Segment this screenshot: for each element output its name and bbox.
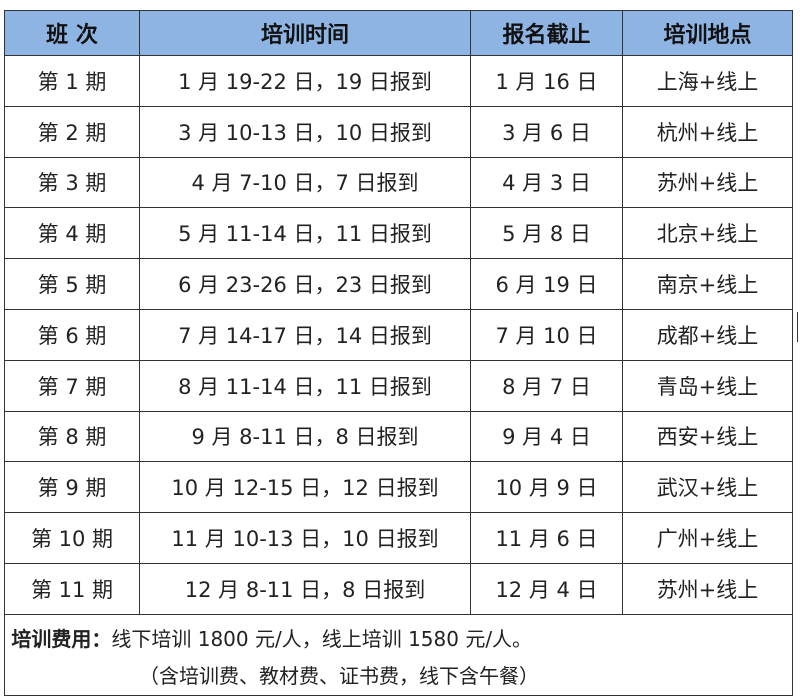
- table-row: 第 11 期 12 月 8-11 日，8 日报到 12 月 4 日苏州+线上: [4, 562, 793, 615]
- location-cell: 青岛+线上: [622, 359, 793, 412]
- class-cell: 第 9 期: [4, 461, 140, 514]
- class-cell: 第 3 期: [4, 156, 140, 209]
- time-cell: 11 月 10-13 日，10 日报到: [139, 512, 471, 564]
- time-cell: 7 月 14-17 日，14 日报到: [139, 308, 471, 361]
- class-cell: 第 7 期: [4, 359, 140, 412]
- location-cell: 广州+线上: [622, 512, 793, 564]
- class-cell: 第 1 期: [4, 55, 140, 107]
- deadline-cell: 5 月 8 日: [470, 207, 623, 260]
- location-cell: 成都+线上: [622, 308, 793, 361]
- class-cell: 第 4 期: [4, 207, 140, 260]
- deadline-cell: 9 月 4 日: [470, 410, 623, 463]
- time-cell: 5 月 11-14 日，11 日报到: [139, 207, 471, 260]
- deadline-cell: 10 月 9 日: [470, 461, 623, 514]
- deadline-cell: 12 月 4 日: [470, 562, 623, 615]
- time-cell: 9 月 8-11 日，8 日报到: [139, 410, 471, 463]
- time-cell: 10 月 12-15 日，12 日报到: [139, 461, 471, 514]
- time-cell: 1 月 19-22 日，19 日报到: [139, 55, 471, 107]
- class-cell: 第 5 期: [4, 258, 140, 310]
- class-cell: 第 6 期: [4, 308, 140, 361]
- location-cell: 杭州+线上: [622, 105, 793, 158]
- fee-text: 线下培训 1800 元/人，线上培训 1580 元/人。: [111, 626, 533, 651]
- deadline-cell: 4 月 3 日: [470, 156, 623, 209]
- header-class: 班 次: [4, 10, 140, 56]
- deadline-cell: 6 月 19 日: [470, 258, 623, 310]
- class-cell: 第 8 期: [4, 410, 140, 463]
- header-deadline: 报名截止: [470, 10, 623, 56]
- location-cell: 武汉+线上: [622, 461, 793, 514]
- table-row: 第 10 期 11 月 10-13 日，10 日报到 11 月 6 日广州+线上: [4, 512, 793, 564]
- time-cell: 12 月 8-11 日，8 日报到: [139, 562, 471, 615]
- location-cell: 苏州+线上: [622, 562, 793, 615]
- time-cell: 6 月 23-26 日，23 日报到: [139, 258, 471, 310]
- deadline-cell: 11 月 6 日: [470, 512, 623, 564]
- time-cell: 8 月 11-14 日，11 日报到: [139, 359, 471, 412]
- header-location: 培训地点: [622, 10, 793, 56]
- table-row: 第 9 期 10 月 12-15 日，12 日报到 10 月 9 日武汉+线上: [4, 461, 793, 514]
- fee-note: （含培训费、教材费、证书费，线下含午餐）: [139, 663, 539, 688]
- class-cell: 第 10 期: [4, 512, 140, 564]
- time-cell: 4 月 7-10 日，7 日报到: [139, 156, 471, 209]
- location-cell: 北京+线上: [622, 207, 793, 260]
- fee-row: 培训费用：线下培训 1800 元/人，线上培训 1580 元/人。 （含培训费、…: [4, 613, 793, 696]
- deadline-cell: 7 月 10 日: [470, 308, 623, 361]
- deadline-cell: 1 月 16 日: [470, 55, 623, 107]
- class-cell: 第 11 期: [4, 562, 140, 615]
- header-time: 培训时间: [139, 10, 471, 56]
- deadline-cell: 8 月 7 日: [470, 359, 623, 412]
- location-cell: 西安+线上: [622, 410, 793, 463]
- fee-cell: 培训费用：线下培训 1800 元/人，线上培训 1580 元/人。 （含培训费、…: [4, 613, 793, 696]
- class-cell: 第 2 期: [4, 105, 140, 158]
- header-row: 班 次 培训时间 报名截止 培训地点: [4, 10, 793, 56]
- edge-line: [797, 312, 798, 342]
- location-cell: 南京+线上: [622, 258, 793, 310]
- time-cell: 3 月 10-13 日，10 日报到: [139, 105, 471, 158]
- location-cell: 苏州+线上: [622, 156, 793, 209]
- fee-label: 培训费用：: [11, 626, 112, 651]
- deadline-cell: 3 月 6 日: [470, 105, 623, 158]
- location-cell: 上海+线上: [622, 55, 793, 107]
